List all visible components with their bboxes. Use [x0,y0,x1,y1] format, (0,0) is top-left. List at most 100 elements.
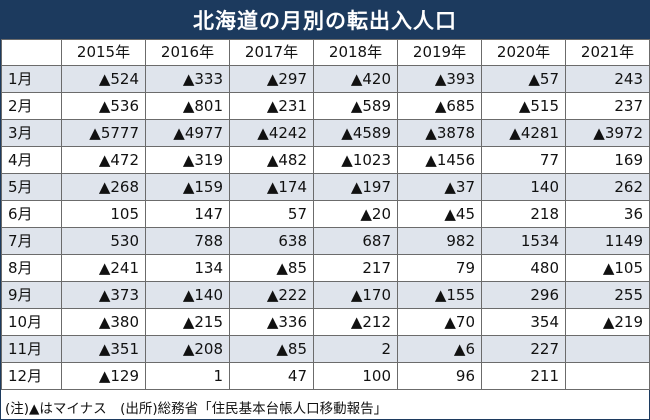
table-cell: ▲333 [145,65,230,93]
column-header: 2017年 [229,39,314,66]
table-cell: 530 [61,227,146,255]
table-row: 4月 ▲472 ▲319 ▲482 ▲1023 ▲1456 77 169 [1,146,650,174]
table-cell: ▲4281 [481,119,566,147]
table-cell: ▲174 [229,173,314,201]
table-cell: ▲589 [313,92,398,120]
table-cell: 96 [397,362,482,390]
table-cell: 788 [145,227,230,255]
table-cell: 2 [313,335,398,363]
column-header: 2015年 [61,39,146,66]
table-cell: ▲4242 [229,119,314,147]
table-cell: 211 [481,362,566,390]
table-cell: 217 [313,254,398,282]
column-header: 2020年 [481,39,566,66]
table-cell: 480 [481,254,566,282]
table-cell: 237 [565,92,650,120]
table-header: 2015年 2016年 2017年 2018年 2019年 2020年 2021年 [1,39,650,66]
row-label-month: 6月 [1,200,62,228]
table-cell: ▲297 [229,65,314,93]
chart-title-text: 北海道の月別の転出入人口 [193,9,457,33]
table-cell: ▲336 [229,308,314,336]
table-cell: 140 [481,173,566,201]
table-cell: ▲159 [145,173,230,201]
row-label-month: 2月 [1,92,62,120]
table-cell: 169 [565,146,650,174]
row-label-month: 4月 [1,146,62,174]
table-cell: ▲5777 [61,119,146,147]
table-cell: ▲3878 [397,119,482,147]
row-label-month: 1月 [1,65,62,93]
table-cell: ▲212 [313,308,398,336]
table-cell: ▲1023 [313,146,398,174]
table-row: 10月 ▲380 ▲215 ▲336 ▲212 ▲70 354 ▲219 [1,308,650,336]
table-cell: ▲105 [565,254,650,282]
table-cell: ▲393 [397,65,482,93]
table-cell: ▲420 [313,65,398,93]
table-cell: ▲536 [61,92,146,120]
table-cell: ▲685 [397,92,482,120]
table-row: 2月 ▲536 ▲801 ▲231 ▲589 ▲685 ▲515 237 [1,92,650,120]
table-cell: ▲197 [313,173,398,201]
row-label-month: 12月 [1,362,62,390]
table-cell: ▲801 [145,92,230,120]
table-cell: 100 [313,362,398,390]
row-label-month: 7月 [1,227,62,255]
table-cell [565,362,650,390]
table-cell: ▲208 [145,335,230,363]
chart-title: 北海道の月別の転出入人口 [1,1,649,39]
row-label-month: 3月 [1,119,62,147]
header-row: 2015年 2016年 2017年 2018年 2019年 2020年 2021年 [1,39,650,66]
row-label-month: 5月 [1,173,62,201]
table-cell: ▲129 [61,362,146,390]
table-cell: 147 [145,200,230,228]
footnote: (注)▲はマイナス (出所)総務省「住民基本台帳人口移動報告」 [5,401,388,417]
table-cell: 105 [61,200,146,228]
table-cell: 354 [481,308,566,336]
table-cell: 218 [481,200,566,228]
table-cell: ▲140 [145,281,230,309]
corner-cell [1,39,62,66]
table-cell: ▲524 [61,65,146,93]
table-cell: 227 [481,335,566,363]
table-cell: 262 [565,173,650,201]
table-cell: 47 [229,362,314,390]
table-cell: 982 [397,227,482,255]
table-cell: ▲268 [61,173,146,201]
table-cell: ▲1456 [397,146,482,174]
row-label-month: 8月 [1,254,62,282]
table-cell: ▲4589 [313,119,398,147]
table-cell: ▲6 [397,335,482,363]
table-cell: ▲219 [565,308,650,336]
row-label-month: 11月 [1,335,62,363]
table-cell: ▲85 [229,335,314,363]
table-cell: ▲155 [397,281,482,309]
table-row: 6月 105 147 57 ▲20 ▲45 218 36 [1,200,650,228]
table-cell: 36 [565,200,650,228]
table-cell: 1534 [481,227,566,255]
table-cell: 1149 [565,227,650,255]
table-cell: ▲4977 [145,119,230,147]
table-cell: ▲472 [61,146,146,174]
row-label-month: 10月 [1,308,62,336]
table-body: 1月 ▲524 ▲333 ▲297 ▲420 ▲393 ▲57 243 2月 ▲536 ▲801 ▲2… [1,65,650,390]
column-header: 2018年 [313,39,398,66]
table-cell: ▲351 [61,335,146,363]
table-cell [565,335,650,363]
table-cell: 57 [229,200,314,228]
table-cell: 243 [565,65,650,93]
table-cell: ▲215 [145,308,230,336]
table-cell: 687 [313,227,398,255]
table-cell: ▲241 [61,254,146,282]
column-header: 2019年 [397,39,482,66]
table-cell: ▲482 [229,146,314,174]
table-cell: ▲373 [61,281,146,309]
table-row: 7月 530 788 638 687 982 1534 1149 [1,227,650,255]
table-cell: ▲45 [397,200,482,228]
table-cell: ▲222 [229,281,314,309]
table-cell: 134 [145,254,230,282]
column-header: 2021年 [565,39,650,66]
table-cell: 79 [397,254,482,282]
table-cell: 255 [565,281,650,309]
table-cell: ▲85 [229,254,314,282]
